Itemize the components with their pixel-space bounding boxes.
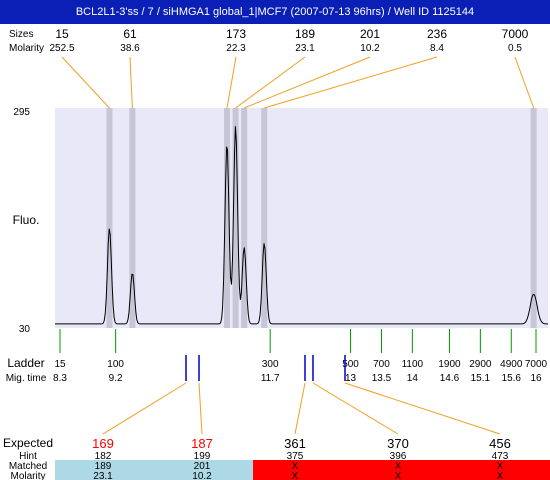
y-tick-max: 295 [13,107,30,118]
ladder-size-label: 100 [107,359,124,370]
peak-band [241,108,248,328]
ladder-size-label: 1100 [402,359,424,370]
matched-ok-band [55,460,253,480]
peak-size-label: 7000 [502,27,529,41]
peak-molarity-label: 22.3 [226,43,246,54]
ladder-time-label: 14 [407,373,419,384]
mig-time-label: Mig. time [6,373,47,384]
matched-label: Matched [9,461,47,472]
matched-molarity-value: X [497,471,504,480]
hint-label: Hint [19,451,37,462]
peak-molarity-label: 23.1 [295,43,315,54]
ladder-time-label: 15.6 [502,373,522,384]
peak-band [106,108,113,328]
peak-size-label: 61 [123,27,137,41]
matched-molarity-value: X [395,471,402,480]
ladder-size-label: 1900 [438,359,461,370]
matched-molarity-value: 10.2 [192,471,212,480]
expected-value: 169 [92,436,114,451]
expected-connector [344,382,501,435]
peak-connector [264,56,438,109]
hint-value: 375 [287,451,304,462]
peak-band [232,108,239,328]
peak-connector [226,56,237,109]
peak-connector [514,56,535,109]
expected-connector [294,382,306,435]
sizes-label: Sizes [9,29,33,40]
ladder-time-label: 14.6 [440,373,460,384]
ladder-time-label: 9.2 [109,373,123,384]
plot-area [55,108,548,328]
ladder-size-label: 15 [54,359,66,370]
matched-value: 201 [194,461,211,472]
matched-value: X [395,461,402,472]
y-tick-min: 30 [19,324,31,335]
ladder-size-label: 500 [342,359,359,370]
peak-molarity-label: 8.4 [430,43,444,54]
peak-molarity-label: 38.6 [120,43,140,54]
peak-size-label: 201 [360,27,380,41]
y-axis-label: Fluo. [13,213,40,227]
expected-value: 187 [191,436,213,451]
ladder-time-label: 11.7 [261,373,280,384]
ladder-size-label: 300 [262,359,279,370]
peak-size-label: 236 [427,27,447,41]
peak-molarity-label: 252.5 [49,43,74,54]
matched-molarity-value: 23.1 [93,471,113,480]
fluorescence-trace [55,126,548,325]
matched-value: X [292,461,299,472]
peak-band [223,108,230,328]
peak-molarity-label: 10.2 [360,43,380,54]
expected-connector [312,382,399,435]
peak-connector [129,56,133,109]
hint-value: 473 [492,451,509,462]
peak-band [261,108,268,328]
peak-band [129,108,136,328]
peak-size-label: 189 [295,27,315,41]
hint-value: 182 [95,451,112,462]
ladder-time-label: 8.3 [53,373,67,384]
hint-value: 396 [390,451,407,462]
expected-value: 456 [489,436,511,451]
ladder-size-label: 4900 [500,359,523,370]
hint-value: 199 [194,451,211,462]
window-title: BCL2L1-3'ss / 7 / siHMGA1 global_1|MCF7 … [0,0,550,24]
expected-connector [198,382,203,435]
peak-connector [235,56,306,109]
matched-fail-band [253,460,550,480]
peak-connector [61,56,110,109]
matched-molarity-value: X [292,471,299,480]
peak-size-label: 173 [226,27,246,41]
expected-label: Expected [3,436,53,450]
molarity-bottom-label: Molarity [10,471,45,480]
ladder-time-label: 13.5 [372,373,392,384]
peak-size-label: 15 [55,27,69,41]
ladder-time-label: 15.1 [471,373,491,384]
ladder-label: Ladder [7,356,44,370]
peak-band [530,108,537,328]
ladder-size-label: 2900 [469,359,492,370]
molarity-label: Molarity [9,43,44,54]
matched-value: X [497,461,504,472]
peak-connector [243,56,371,109]
matched-value: 189 [95,461,112,472]
ladder-size-label: 700 [373,359,390,370]
expected-value: 361 [284,436,306,451]
ladder-time-label: 16 [530,373,542,384]
ladder-size-label: 7000 [525,359,548,370]
ladder-time-label: 13 [345,373,357,384]
expected-connector [102,382,187,435]
peak-molarity-label: 0.5 [508,43,522,54]
expected-value: 370 [387,436,409,451]
